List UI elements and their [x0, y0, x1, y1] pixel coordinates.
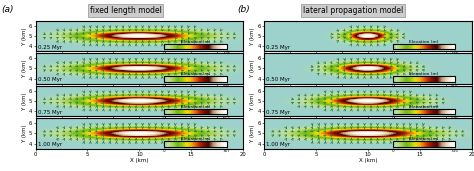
Y-axis label: Y (km): Y (km) — [22, 27, 27, 45]
Text: lateral propagation model: lateral propagation model — [303, 6, 403, 15]
Y-axis label: Y (km): Y (km) — [250, 92, 255, 110]
Y-axis label: Y (km): Y (km) — [250, 60, 255, 77]
Text: 0.50 Myr: 0.50 Myr — [266, 77, 290, 82]
Text: (b): (b) — [237, 5, 250, 14]
Text: fixed length model: fixed length model — [90, 6, 162, 15]
Y-axis label: Y (km): Y (km) — [250, 27, 255, 45]
Text: 0.25 Myr: 0.25 Myr — [37, 45, 62, 50]
Text: (a): (a) — [1, 5, 13, 14]
Text: 0.25 Myr: 0.25 Myr — [266, 45, 290, 50]
Y-axis label: Y (km): Y (km) — [22, 125, 27, 142]
Text: 0.50 Myr: 0.50 Myr — [37, 77, 62, 82]
X-axis label: X (km): X (km) — [130, 158, 149, 163]
Y-axis label: Y (km): Y (km) — [250, 125, 255, 142]
Y-axis label: Y (km): Y (km) — [22, 92, 27, 110]
Y-axis label: Y (km): Y (km) — [22, 60, 27, 77]
Text: 1.00 Myr: 1.00 Myr — [266, 142, 290, 147]
Text: 1.00 Myr: 1.00 Myr — [37, 142, 62, 147]
Text: 0.75 Myr: 0.75 Myr — [37, 110, 62, 115]
X-axis label: X (km): X (km) — [358, 158, 377, 163]
Text: 0.75 Myr: 0.75 Myr — [266, 110, 290, 115]
